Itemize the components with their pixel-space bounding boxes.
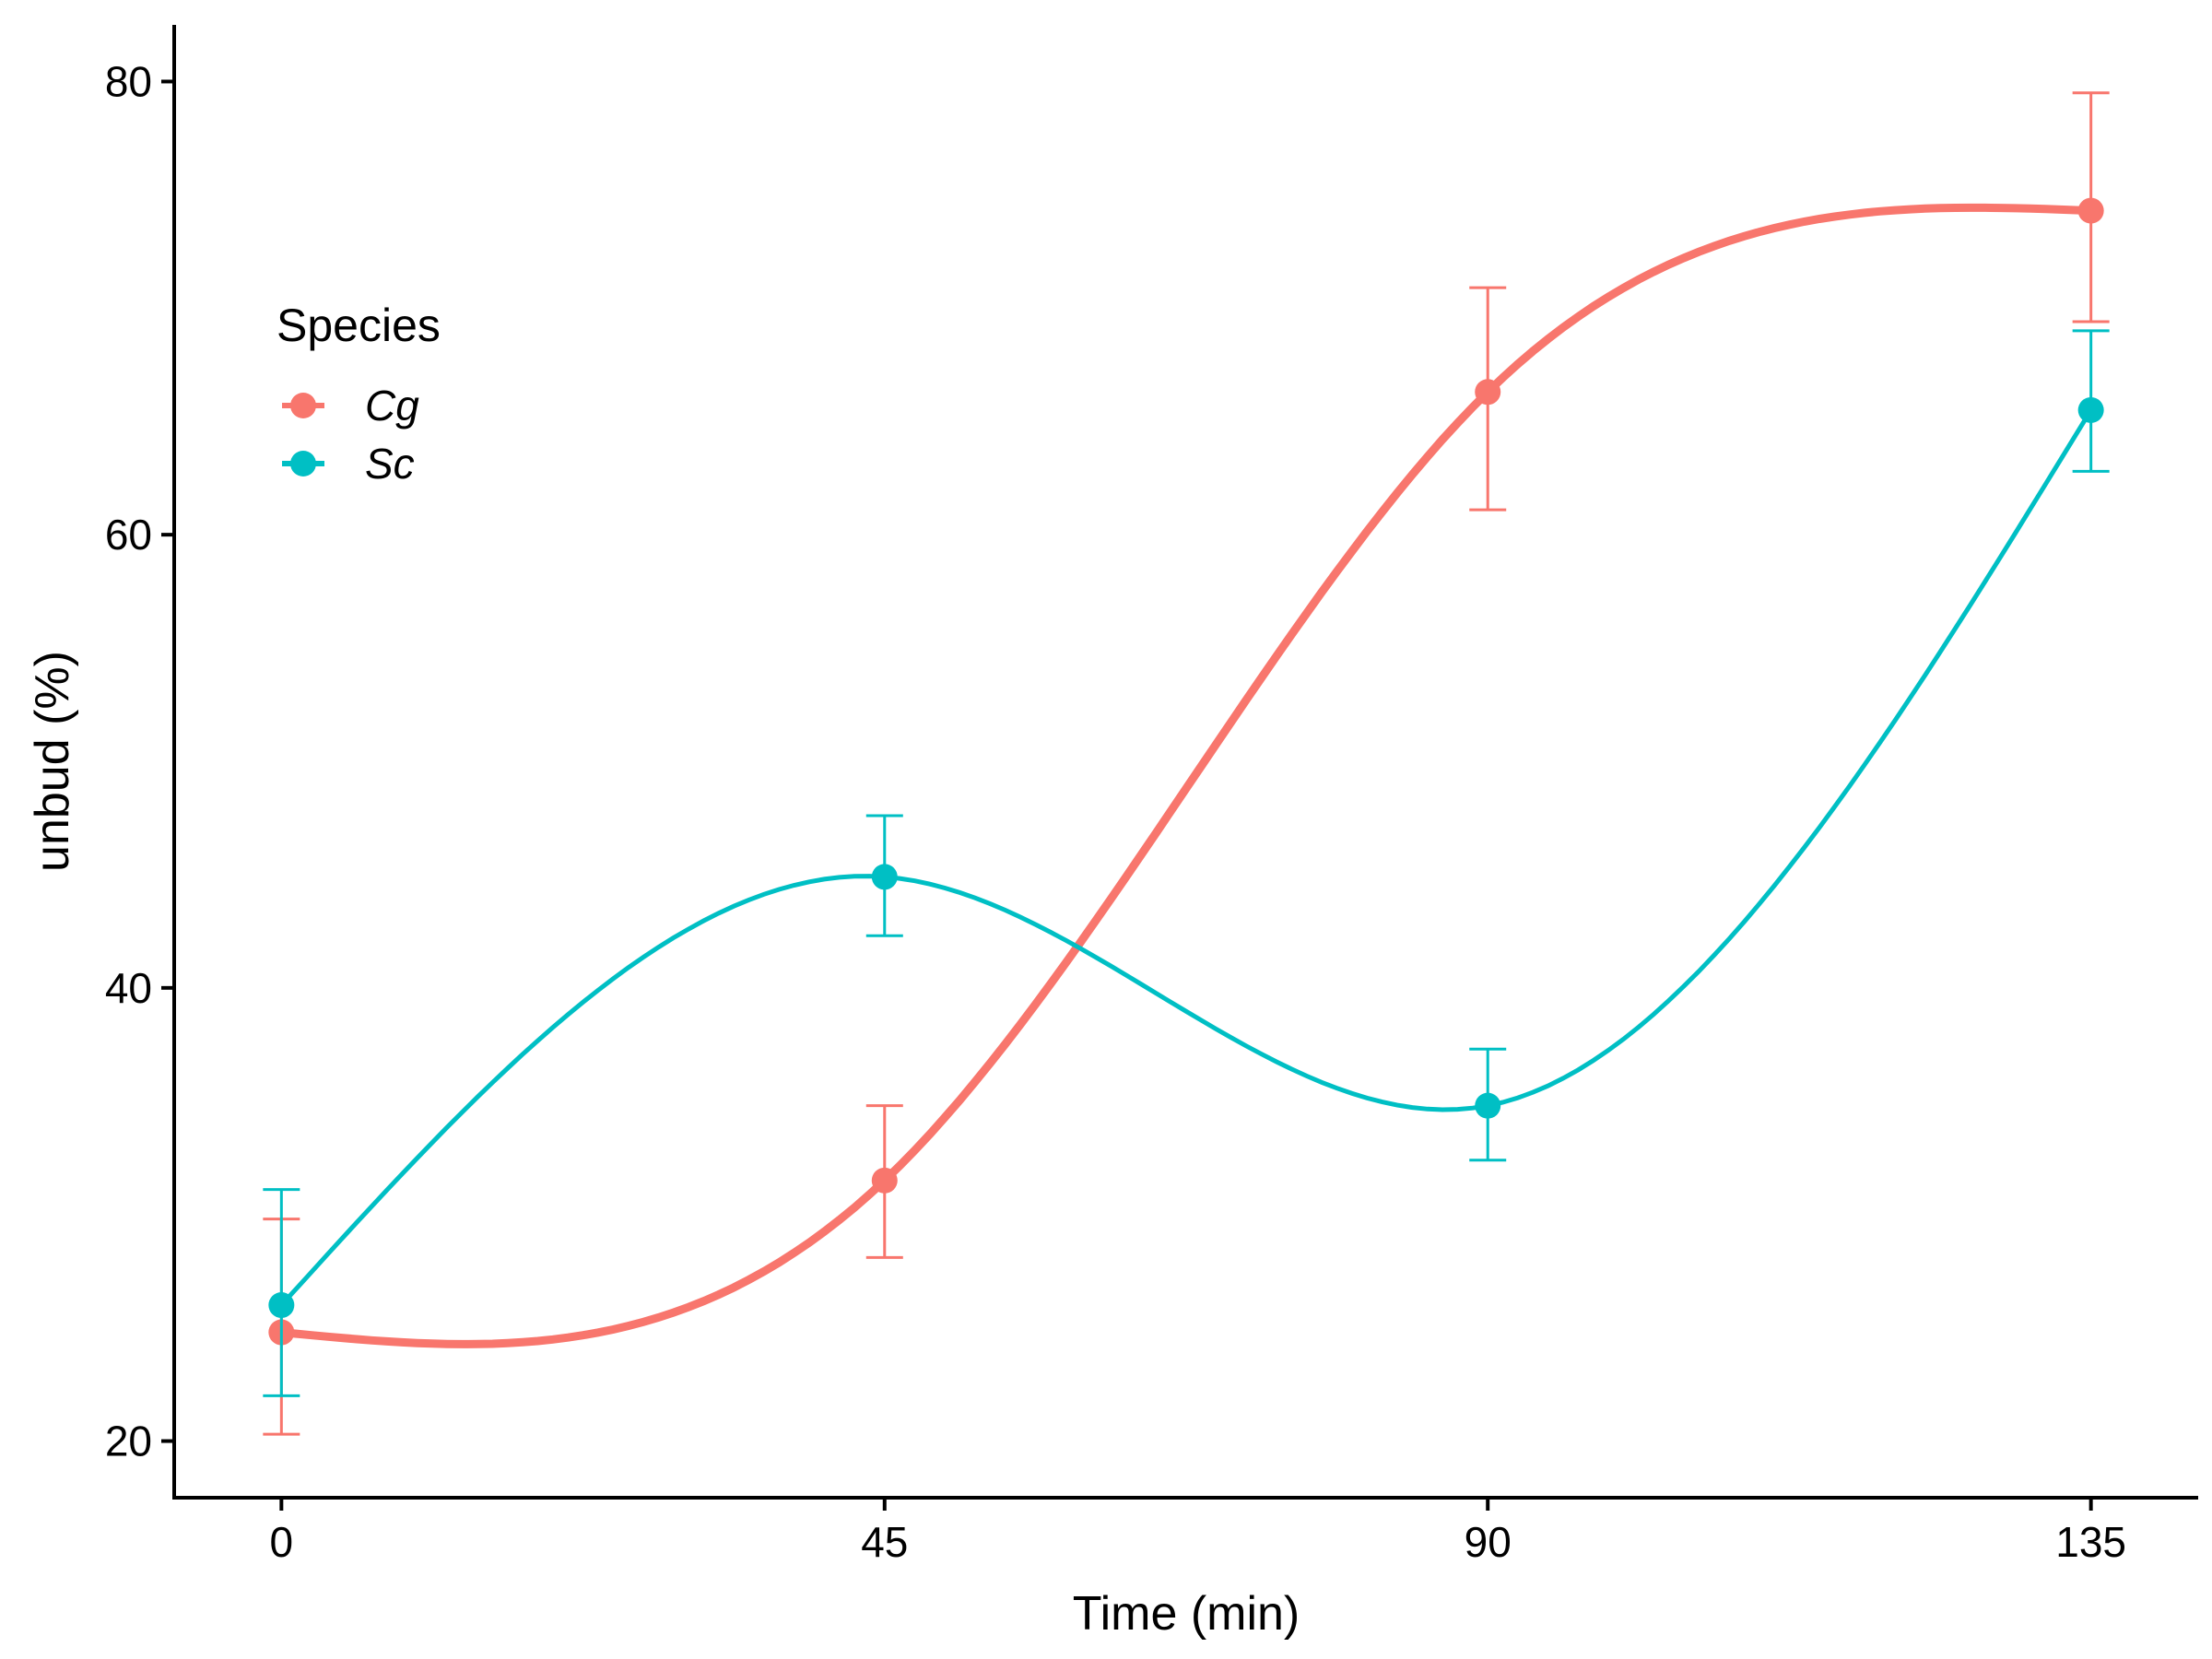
- y-tick-label: 20: [105, 1418, 152, 1465]
- series-line: [278, 407, 2094, 1308]
- legend-label: Cg: [365, 382, 419, 429]
- y-tick-label: 80: [105, 57, 152, 105]
- legend-key-point: [290, 393, 316, 418]
- series-sc: [263, 329, 2110, 1397]
- data-point: [1475, 379, 1501, 406]
- data-point: [2077, 197, 2104, 224]
- x-tick-label: 45: [861, 1518, 908, 1566]
- data-point: [871, 864, 898, 890]
- series-cg: [263, 91, 2110, 1436]
- series-layer: [263, 91, 2110, 1436]
- data-point: [871, 1167, 898, 1194]
- legend-label: Sc: [365, 440, 415, 488]
- y-tick-label: 40: [105, 964, 152, 1012]
- legend-title: Species: [276, 300, 441, 351]
- x-tick-label: 90: [1465, 1518, 1512, 1566]
- x-axis-title: Time (min): [1073, 1587, 1300, 1641]
- x-axis-ticks: 0 45 90 135: [270, 1498, 2126, 1566]
- y-axis-ticks: 20 40 60 80: [105, 57, 174, 1465]
- data-point: [1475, 1092, 1501, 1119]
- x-tick-label: 135: [2055, 1518, 2126, 1566]
- data-point: [268, 1292, 295, 1319]
- series-line: [276, 203, 2096, 1348]
- x-tick-label: 0: [270, 1518, 294, 1566]
- legend-key-point: [290, 451, 316, 477]
- y-axis-title: unbud (%): [26, 651, 79, 872]
- legend: Species Cg Sc: [276, 300, 441, 488]
- data-point: [2077, 396, 2104, 423]
- y-tick-label: 60: [105, 511, 152, 559]
